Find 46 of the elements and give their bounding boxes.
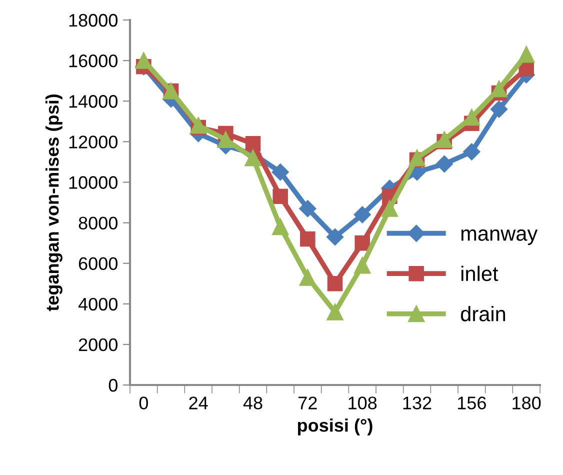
y-tick-label: 4000 <box>78 298 118 311</box>
y-tick-label: 16000 <box>69 54 118 68</box>
point <box>518 46 535 63</box>
point <box>436 155 453 173</box>
x-tick-label: 180 <box>512 396 541 410</box>
point <box>300 231 316 247</box>
point <box>299 269 316 286</box>
point <box>299 200 316 218</box>
x-tick-label: 156 <box>458 396 486 410</box>
point <box>354 257 371 274</box>
point <box>272 218 289 236</box>
point <box>135 52 152 69</box>
y-axis-title: tegangan von-mises (psi) <box>46 94 62 312</box>
legend-label: manway <box>461 229 538 245</box>
y-tick-label: 2000 <box>78 338 118 352</box>
x-tick-label: 108 <box>348 396 377 410</box>
point <box>326 228 344 246</box>
legend-label: inlet <box>461 266 498 282</box>
x-tick-label: 24 <box>189 396 208 410</box>
point <box>354 206 371 224</box>
point <box>463 109 480 126</box>
x-tick-label: 132 <box>403 396 432 410</box>
y-tick-label: 6000 <box>78 257 118 270</box>
point <box>436 131 453 148</box>
x-tick-label: 72 <box>298 396 317 410</box>
point <box>217 131 234 148</box>
x-tick-label: 0 <box>139 396 148 410</box>
y-tick-label: 10000 <box>69 176 118 189</box>
point <box>272 188 288 204</box>
point <box>326 304 344 320</box>
point <box>244 150 262 166</box>
point <box>490 100 508 118</box>
y-tick-label: 18000 <box>69 14 118 27</box>
point <box>354 235 370 251</box>
legend-label: drain <box>460 306 506 322</box>
point <box>272 164 289 181</box>
point <box>245 136 261 152</box>
point <box>327 276 343 292</box>
point <box>463 143 480 160</box>
y-tick-label: 14000 <box>69 95 118 108</box>
y-tick-label: 8000 <box>78 216 118 230</box>
y-tick-label: 12000 <box>69 136 118 148</box>
y-tick-label: 0 <box>108 378 118 392</box>
x-axis-title: posisi (°) <box>298 418 372 436</box>
x-tick-label: 48 <box>243 396 262 410</box>
point <box>381 200 398 217</box>
